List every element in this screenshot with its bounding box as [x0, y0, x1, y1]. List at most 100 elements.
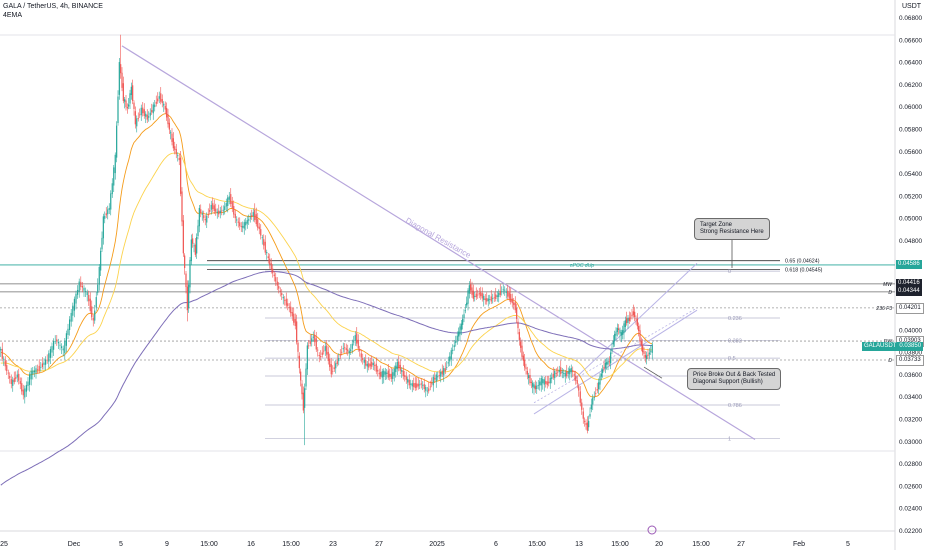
candle-body [257, 219, 259, 228]
candle-body [477, 294, 479, 296]
y-tick-label: 0.03600 [899, 372, 923, 379]
candle-body [293, 313, 295, 323]
candle-body [345, 348, 347, 350]
candle-body [222, 209, 224, 211]
candle-body [499, 290, 501, 296]
candle-body [513, 302, 515, 306]
candle-body [610, 352, 612, 364]
candle-body [255, 214, 257, 225]
candle-body [30, 370, 32, 380]
candle-body [351, 343, 353, 349]
candle-body [462, 318, 464, 325]
candle-body [395, 365, 397, 373]
candle-body [552, 373, 554, 378]
candle-body [443, 368, 445, 376]
candle-body [73, 298, 75, 311]
y-tick-label: 0.06800 [899, 15, 923, 22]
candle-body [569, 368, 571, 375]
candle-body [359, 349, 361, 351]
fib-label: 1 [728, 436, 731, 442]
candle-body [130, 86, 132, 96]
channel-upper [572, 262, 698, 381]
candle-body [353, 341, 355, 343]
candle-body [505, 291, 507, 293]
candle-body [528, 375, 530, 378]
candle-body [48, 353, 50, 362]
candle-body [542, 378, 544, 384]
x-tick-label: 15:00 [282, 541, 300, 548]
candle-body [288, 306, 290, 308]
candle-body [309, 341, 311, 344]
candle-body [78, 281, 80, 292]
candle-body [278, 286, 280, 289]
candle-body [163, 103, 165, 106]
candle-body [49, 349, 51, 358]
candle-body [422, 384, 424, 386]
candle-body [557, 371, 559, 373]
candle-body [126, 107, 128, 109]
candle-body [164, 105, 166, 110]
candle-body [32, 370, 34, 375]
candle-body [260, 229, 262, 236]
candle-body [344, 347, 346, 349]
candle-body [366, 363, 368, 367]
y-tick-label: 0.05000 [899, 216, 923, 223]
callout-line: Price Broke Out & Back Tested [693, 372, 776, 378]
x-tick-label: 13 [575, 541, 583, 548]
candle-body [25, 385, 27, 392]
ema-mid [0, 152, 653, 381]
candle-body [383, 370, 385, 377]
candle-body [567, 371, 569, 374]
y-tick-label: 0.06000 [899, 104, 923, 111]
candle-body [38, 365, 40, 371]
candle-body [524, 359, 526, 368]
candle-body [88, 294, 90, 302]
candle-body [54, 340, 56, 342]
price-label: GALAUSDT 0.03850 [862, 341, 924, 351]
candle-body [638, 326, 640, 331]
candle-body [216, 211, 218, 214]
candle-body [143, 109, 145, 116]
candle-body [354, 335, 356, 341]
candle-body [475, 293, 477, 298]
candle-body [545, 381, 547, 384]
x-tick-label: 6 [494, 541, 498, 548]
candle-body [446, 366, 448, 368]
y-tick-label: 0.06400 [899, 60, 923, 67]
candle-body [407, 378, 409, 383]
candle-body [189, 259, 191, 288]
candle-body [371, 361, 373, 367]
candle-body [304, 388, 306, 408]
lightning-icon [647, 525, 657, 535]
candle-body [492, 298, 494, 300]
y-tick-label: 0.02600 [899, 483, 923, 490]
candle-body [239, 222, 241, 227]
candle-body [240, 226, 242, 228]
candle-body [64, 340, 66, 354]
candle-body [236, 219, 238, 221]
candle-body [404, 375, 406, 377]
candle-body [399, 364, 401, 371]
candle-body [161, 99, 163, 104]
candle-body [333, 367, 335, 370]
candle-body [634, 311, 636, 318]
candle-body [35, 368, 37, 373]
candle-body [369, 363, 371, 367]
candle-body [581, 402, 583, 410]
candle-body [510, 293, 512, 302]
candle-body [151, 110, 153, 113]
candle-body [618, 328, 620, 330]
candle-body [97, 284, 99, 293]
candle-body [249, 217, 251, 219]
candle-body [70, 312, 72, 322]
candle-body [29, 374, 31, 385]
candle-body [632, 311, 634, 316]
candle-body [218, 210, 220, 215]
x-tick-label: 5 [846, 541, 850, 548]
candle-body [219, 210, 221, 214]
candle-body [24, 388, 26, 398]
candle-body [374, 365, 376, 366]
candle-body [215, 208, 217, 212]
candle-body [212, 203, 214, 210]
